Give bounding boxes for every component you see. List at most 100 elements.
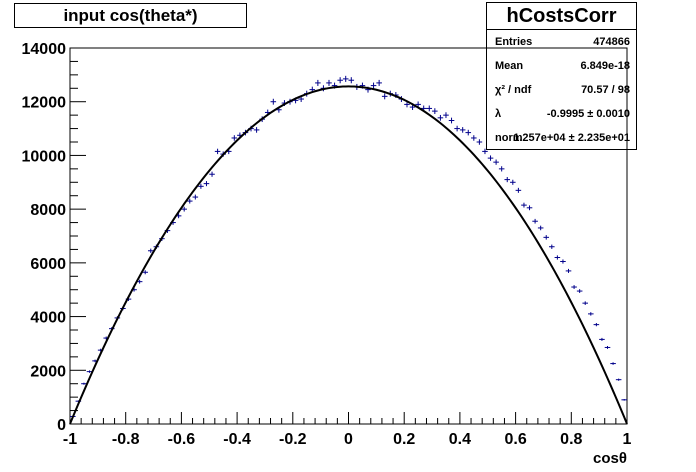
y-tick-label: 2000 xyxy=(30,363,66,380)
data-point xyxy=(560,259,566,264)
data-point xyxy=(326,79,332,86)
data-point xyxy=(376,79,382,86)
data-point xyxy=(493,159,499,165)
data-point xyxy=(465,129,472,136)
data-point xyxy=(443,112,449,119)
data-point xyxy=(454,125,460,132)
y-tick-label: 8000 xyxy=(30,202,66,219)
data-point xyxy=(270,98,277,105)
axes: -1 -0.8 -0.6 -0.4 -0.2 0 0.2 0.4 0.6 0.8 1 0 2000 400… xyxy=(22,41,632,448)
data-point xyxy=(459,127,466,133)
data-point xyxy=(554,255,561,260)
data-point xyxy=(515,187,522,193)
fit-curve xyxy=(69,85,628,425)
data-point xyxy=(348,77,355,84)
x-tick-label: 0.4 xyxy=(449,431,471,448)
data-point xyxy=(81,382,87,385)
x-tick-label: -1 xyxy=(63,431,77,448)
y-tick-label: 0 xyxy=(57,417,66,434)
x-tick-label: -0.8 xyxy=(112,431,140,448)
x-tick-label: -0.4 xyxy=(223,431,251,448)
data-point xyxy=(565,268,572,273)
x-tick-label: -0.6 xyxy=(168,431,196,448)
data-point xyxy=(437,114,444,121)
data-point xyxy=(526,205,533,211)
data-point xyxy=(181,206,187,212)
data-point xyxy=(521,202,527,208)
data-point xyxy=(186,198,193,204)
data-point xyxy=(621,399,627,401)
data-point xyxy=(381,93,388,100)
x-tick-label: 1 xyxy=(623,431,632,448)
data-point xyxy=(582,301,589,305)
stats-label: norm xyxy=(495,132,523,144)
data-point xyxy=(543,235,550,240)
data-point xyxy=(147,248,154,253)
data-point xyxy=(599,337,605,341)
chart-title: input cos(theta*) xyxy=(14,3,247,28)
data-point xyxy=(253,127,260,133)
data-point xyxy=(198,183,204,189)
y-tick-label: 12000 xyxy=(22,95,67,112)
data-point xyxy=(231,135,238,141)
data-point xyxy=(498,166,505,172)
data-point xyxy=(471,135,477,141)
data-point xyxy=(576,289,583,293)
y-tick-label: 4000 xyxy=(30,310,66,327)
stats-label: Entries xyxy=(495,36,533,48)
data-point xyxy=(342,75,349,82)
data-point xyxy=(593,322,600,327)
fit-curve-group xyxy=(69,85,628,425)
x-tick-label: 0.2 xyxy=(393,431,415,448)
data-point xyxy=(615,378,622,381)
data-point xyxy=(549,244,555,249)
stats-box: hCostsCorr Entries 474866 Mean 6.849e-18… xyxy=(486,2,637,150)
stats-row-mean: Mean 6.849e-18 xyxy=(487,54,636,78)
stats-label: χ² / ndf xyxy=(495,84,532,96)
stats-histogram-name: hCostsCorr xyxy=(487,3,636,30)
data-point xyxy=(192,194,199,200)
y-tick-label: 10000 xyxy=(22,148,67,165)
data-point xyxy=(487,155,494,161)
data-point xyxy=(588,312,594,316)
x-tick-label: -0.2 xyxy=(279,431,307,448)
stats-value: 6.849e-18 xyxy=(580,60,630,72)
data-point xyxy=(426,105,433,112)
data-point xyxy=(404,101,410,108)
data-point xyxy=(142,270,148,275)
stats-value: 1.257e+04 ± 2.235e+01 xyxy=(513,132,630,144)
plot-frame xyxy=(69,47,628,425)
data-point xyxy=(537,225,544,231)
data-point xyxy=(203,181,210,187)
data-point xyxy=(571,285,577,289)
data-point xyxy=(448,117,455,124)
x-tick-label: 0 xyxy=(344,431,353,448)
data-point xyxy=(214,148,221,155)
data-point xyxy=(476,139,483,145)
y-tick-label: 6000 xyxy=(30,256,66,273)
data-point xyxy=(510,179,516,185)
data-point xyxy=(604,346,611,349)
x-tick-label: 0.6 xyxy=(504,431,526,448)
y-tick-label: 14000 xyxy=(22,41,67,58)
stats-label: λ xyxy=(495,108,502,120)
x-axis-title: cosθ xyxy=(593,450,627,467)
data-point xyxy=(337,77,343,84)
data-point xyxy=(315,79,321,86)
stats-row-chi2: χ² / ndf 70.57 / 98 xyxy=(487,78,636,102)
stats-row-lambda: λ -0.9995 ± 0.0010 xyxy=(487,102,636,126)
stats-value: 70.57 / 98 xyxy=(581,84,630,96)
data-point xyxy=(504,177,511,183)
data-point xyxy=(482,148,488,155)
data-point xyxy=(370,82,377,89)
data-point xyxy=(432,108,438,115)
stats-value: 474866 xyxy=(593,36,630,48)
data-point xyxy=(610,362,616,365)
stats-row-entries: Entries 474866 xyxy=(487,30,636,54)
data-point xyxy=(209,171,215,177)
data-point xyxy=(532,218,538,224)
stats-value: -0.9995 ± 0.0010 xyxy=(546,108,630,120)
data-points xyxy=(70,75,627,417)
stats-row-norm: norm 1.257e+04 ± 2.235e+01 xyxy=(487,126,636,150)
